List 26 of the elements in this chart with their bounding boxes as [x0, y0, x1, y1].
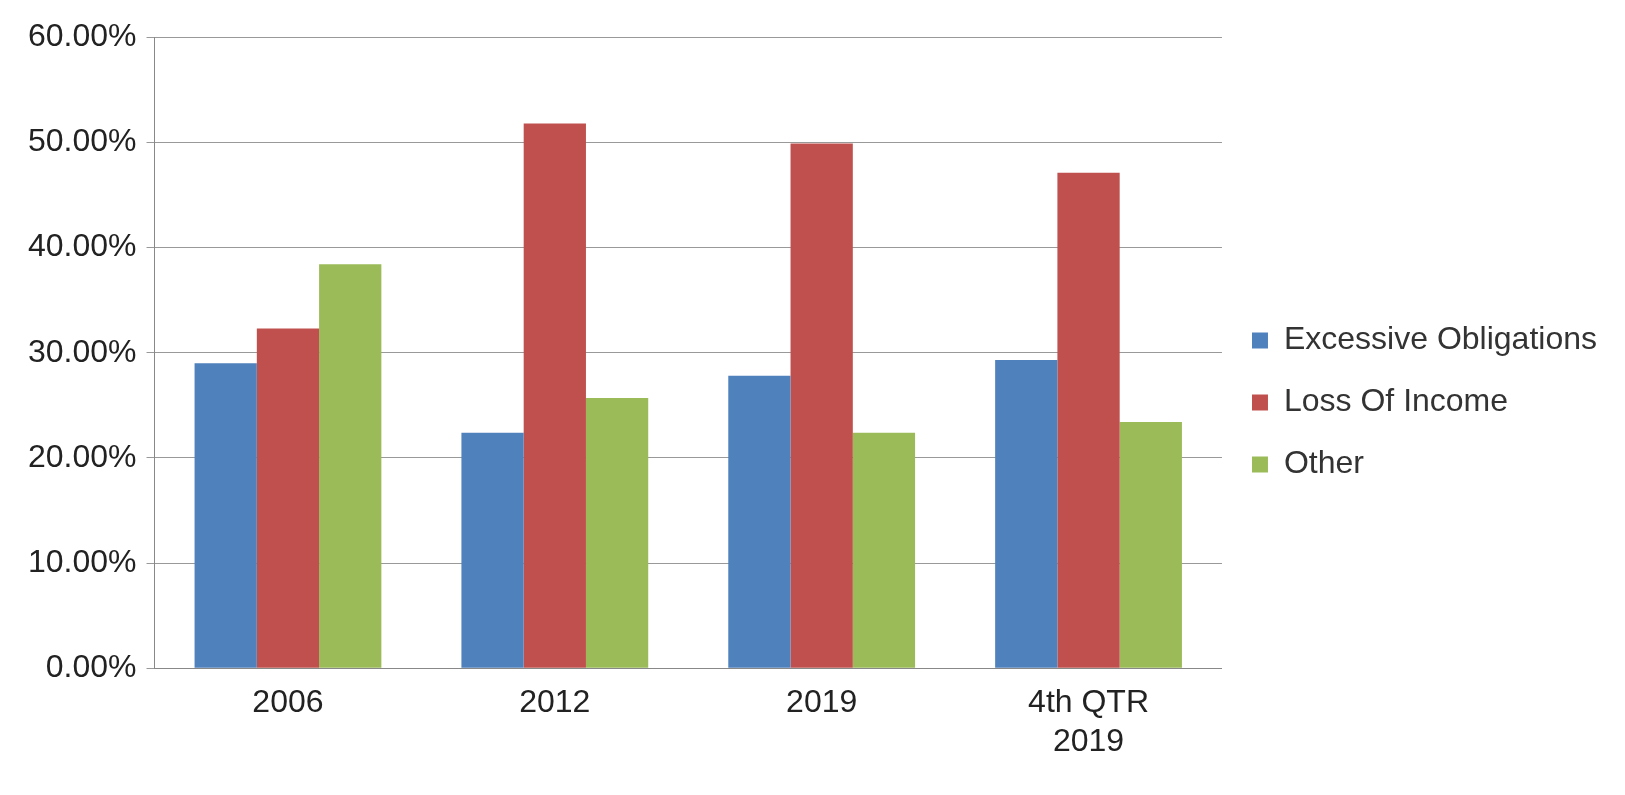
y-tick-label: 30.00%: [28, 332, 137, 369]
bar: [728, 375, 791, 668]
legend-label: Other: [1283, 444, 1365, 481]
bar: [319, 264, 382, 668]
y-tick-label: 40.00%: [28, 227, 137, 264]
bar: [1057, 172, 1120, 668]
bar: [523, 123, 586, 668]
x-tick-label: 2019: [786, 683, 858, 720]
bar: [461, 432, 524, 668]
y-tick-label: 60.00%: [28, 17, 137, 54]
bar: [995, 360, 1058, 668]
legend-label: Loss Of Income: [1283, 382, 1509, 419]
x-tick-label: 4th QTR 2019: [1028, 683, 1149, 758]
bar: [256, 328, 320, 668]
y-tick-label: 0.00%: [45, 648, 137, 685]
bar: [852, 432, 916, 668]
x-tick-label: 2006: [252, 683, 324, 720]
y-tick-label: 50.00%: [28, 122, 137, 159]
bar: [585, 397, 649, 668]
y-tick-label: 20.00%: [28, 437, 137, 474]
x-tick-label: 2012: [519, 683, 591, 720]
legend-label: Excessive Obligations: [1283, 320, 1597, 357]
y-tick-label: 10.00%: [28, 542, 137, 579]
bar: [1119, 422, 1182, 668]
bar: [790, 143, 853, 668]
bar: [194, 363, 257, 668]
